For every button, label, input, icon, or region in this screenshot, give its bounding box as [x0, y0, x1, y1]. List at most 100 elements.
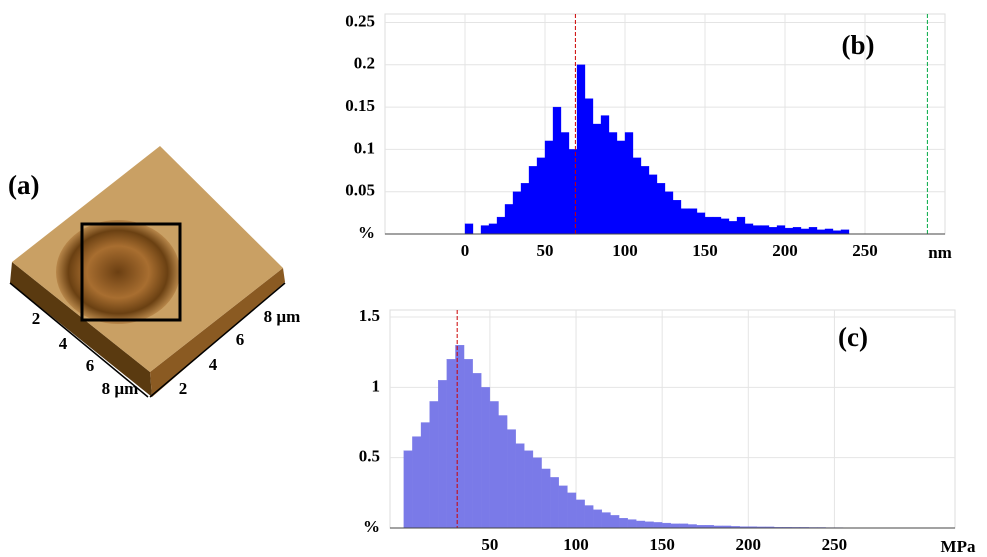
x-tick-label: 200 [736, 535, 762, 554]
bar [496, 216, 506, 235]
bar [800, 228, 810, 235]
surface-pit [56, 220, 180, 324]
bar [560, 132, 570, 235]
panel-label: (c) [838, 322, 868, 352]
axis-tick-label: 2 [179, 379, 188, 398]
bar [648, 174, 658, 235]
bar [636, 520, 646, 529]
x-tick-label: 150 [692, 241, 718, 260]
bar [420, 422, 430, 529]
x-tick-label: 100 [563, 535, 589, 554]
bar [528, 166, 538, 235]
bar [592, 123, 602, 235]
y-tick-label: 0.5 [359, 447, 380, 466]
bar [688, 208, 698, 235]
x-tick-label: 250 [822, 535, 848, 554]
y-tick-label: % [358, 223, 375, 242]
bar [680, 208, 690, 235]
axis-line [9, 282, 149, 398]
selection-box [80, 222, 182, 322]
x-tick-label: 0 [461, 241, 470, 260]
bar [728, 221, 738, 235]
bar [696, 212, 706, 235]
bar [412, 436, 422, 529]
bar [429, 401, 439, 529]
axis-line [149, 282, 286, 398]
y-tick-label: 0.25 [345, 11, 375, 30]
x-tick-label: 100 [612, 241, 638, 260]
x-tick-label: 50 [537, 241, 554, 260]
bar [489, 401, 499, 529]
bar [498, 415, 508, 529]
axis-tick-label: 2 [32, 309, 41, 328]
bar [567, 492, 577, 529]
bar [610, 515, 620, 529]
y-tick-label: 0.15 [345, 96, 375, 115]
bar [488, 223, 498, 235]
bar [584, 98, 594, 235]
bar [824, 228, 834, 235]
bar [670, 523, 680, 529]
bar [506, 429, 516, 529]
bar [584, 505, 594, 529]
bar [712, 216, 722, 235]
y-tick-label: 0.05 [345, 181, 375, 200]
bar [752, 225, 762, 235]
bar [438, 380, 447, 529]
bar [808, 227, 818, 235]
bar [544, 140, 554, 235]
bar [532, 457, 542, 529]
bar [816, 229, 826, 235]
histogram-chart: % 0.5 1 1.5 50 100 150 200 250 MPa (c) [359, 306, 976, 556]
bar [704, 216, 714, 235]
bar [644, 521, 654, 529]
axis-tick-label: 4 [59, 334, 68, 353]
bar [558, 485, 568, 529]
x-tick-label: 250 [852, 241, 878, 260]
bar [664, 191, 674, 235]
bar [662, 522, 671, 529]
afm-image: (a) 2 4 6 8 µm 2 4 6 8 µm [8, 146, 300, 398]
y-tick-label: 0.1 [354, 138, 375, 157]
bar [463, 359, 473, 529]
bar [512, 191, 522, 235]
bar [552, 106, 562, 235]
surface-side [10, 262, 152, 397]
panel-label: (b) [842, 30, 875, 60]
y-tick-label: 1.5 [359, 306, 380, 325]
bar [541, 468, 551, 529]
axis-tick-label: 6 [86, 356, 95, 375]
surface-side [150, 268, 285, 397]
bar [653, 522, 663, 529]
bar [515, 443, 525, 529]
bar [608, 132, 618, 235]
bar [672, 200, 682, 235]
bar [679, 523, 689, 529]
bar [403, 450, 413, 529]
bar [736, 216, 746, 235]
x-tick-label: 200 [772, 241, 798, 260]
bar [624, 132, 634, 235]
bar [768, 227, 778, 235]
axis-tick-label: 8 µm [264, 307, 301, 326]
bar [550, 477, 559, 529]
bar [632, 157, 642, 235]
bar [760, 225, 770, 235]
bar [687, 524, 697, 529]
bar [640, 166, 650, 235]
x-tick-label: 150 [649, 535, 675, 554]
x-axis-label: nm [928, 243, 952, 262]
bar [784, 227, 794, 235]
y-tick-label: 1 [372, 376, 381, 395]
panel-label: (a) [8, 170, 39, 200]
x-axis-label: MPa [941, 537, 976, 556]
bar [524, 450, 534, 529]
bar [593, 509, 603, 529]
y-tick-label: % [363, 517, 380, 536]
bar [575, 499, 585, 529]
bar [472, 373, 482, 529]
y-tick-label: 0.2 [354, 54, 375, 73]
bar [504, 204, 514, 235]
